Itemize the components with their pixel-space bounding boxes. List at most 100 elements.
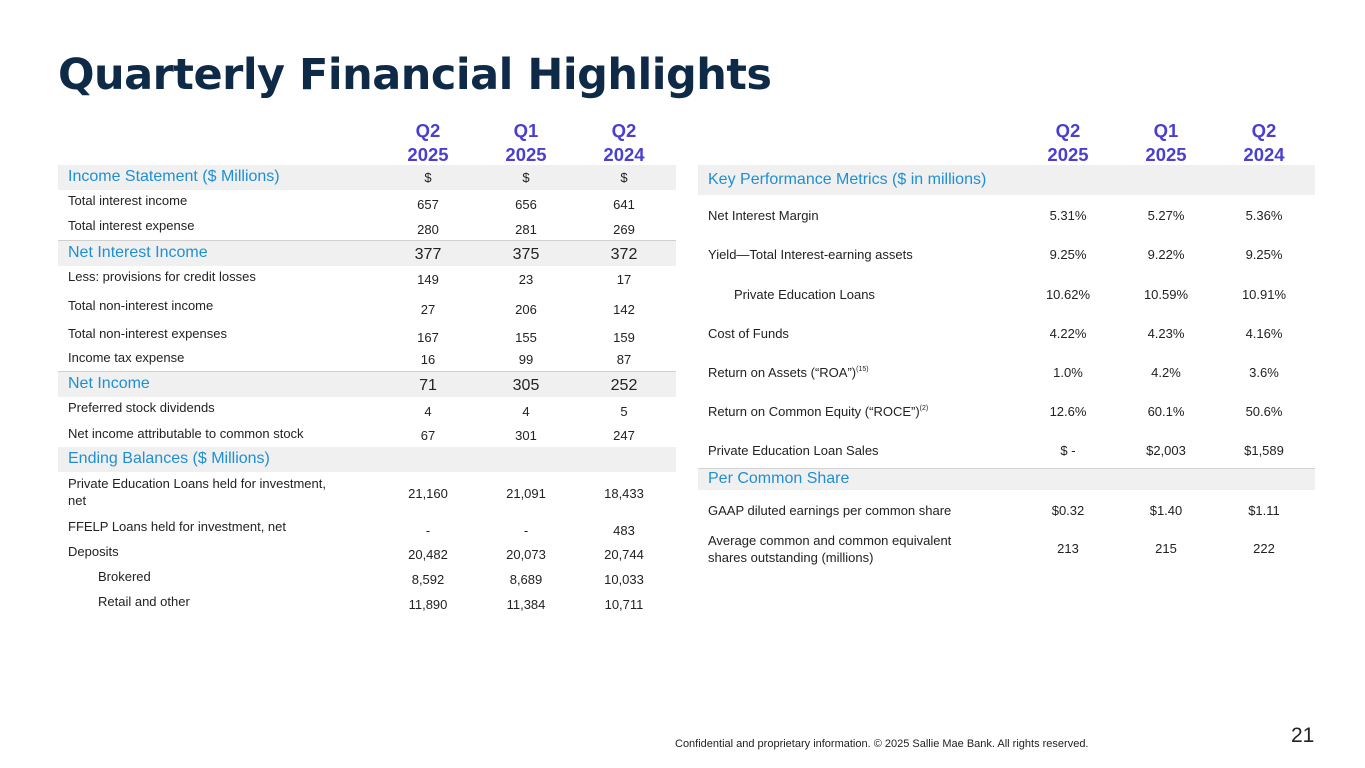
table-cell-value: 12.6% xyxy=(1049,404,1087,419)
row-label: Private Education Loan Sales xyxy=(708,443,879,458)
table-cell-value: $ - xyxy=(1060,443,1076,458)
table-cell-value: 20,073 xyxy=(506,547,546,562)
table-cell-value: 657 xyxy=(417,197,439,212)
row-label: Total non-interest income xyxy=(68,298,214,313)
table-row: Private Education Loan Sales $ - $2,003 … xyxy=(698,431,1315,469)
table-row: Total interest expense 280 281 269 xyxy=(58,215,676,240)
table-cell-value: 71 xyxy=(419,377,437,394)
table-cell-value: 301 xyxy=(515,428,537,443)
table-cell-value: 8,689 xyxy=(509,572,543,587)
left-financial-table: Q2 2025 Q1 2025 Q2 2024 Income Statement ($… xyxy=(58,117,676,617)
table-cell-value: 4.2% xyxy=(1151,365,1181,380)
table-cell-value: 11,890 xyxy=(408,597,448,612)
table-cell-value: 20,744 xyxy=(604,547,644,562)
row-label: Return on Assets (“ROA”)(15) xyxy=(708,365,869,380)
table-cell-value: 99 xyxy=(518,352,534,367)
row-label: GAAP diluted earnings per common share xyxy=(708,503,952,518)
table-row: GAAP diluted earnings per common share $… xyxy=(698,490,1315,530)
table-cell-value: 60.1% xyxy=(1147,404,1185,419)
table-row: FFELP Loans held for investment, net - -… xyxy=(58,518,676,542)
row-label: Private Education Loans held for investm… xyxy=(68,476,326,508)
row-label: Yield—Total Interest-earning assets xyxy=(708,247,913,262)
table-row: Cost of Funds 4.22% 4.23% 4.16% xyxy=(698,313,1315,352)
table-cell-value: 10.62% xyxy=(1045,287,1091,302)
table-cell-value: 4.16% xyxy=(1245,326,1283,341)
table-cell-value: 10.59% xyxy=(1143,287,1189,302)
table-row: Net income attributable to common stock … xyxy=(58,423,676,447)
confidentiality-footer: Confidential and proprietary information… xyxy=(675,738,1089,750)
table-cell-value: 11,384 xyxy=(506,597,546,612)
table-cell-value: 5.27% xyxy=(1147,208,1185,223)
table-row: Total non-interest expenses 167 155 159 xyxy=(58,323,676,347)
table-cell-value: 280 xyxy=(417,222,439,237)
column-header: Q2 2024 xyxy=(1243,120,1285,165)
table-cell-value: 21,160 xyxy=(408,486,448,501)
table-cell-value: 149 xyxy=(417,272,439,287)
table-cell-value: 4.23% xyxy=(1147,326,1185,341)
table-cell-value: $1.11 xyxy=(1248,503,1280,518)
section-key-performance-metrics: Key Performance Metrics ($ in millions) xyxy=(698,165,1315,195)
table-cell-value: 23 xyxy=(518,272,534,287)
section-ending-balances: Ending Balances ($ Millions) xyxy=(58,447,676,472)
table-row: Private Education Loans 10.62% 10.59% 10… xyxy=(698,274,1315,313)
table-cell-value: $2,003 xyxy=(1146,443,1186,458)
table-cell-value: 305 xyxy=(512,377,540,394)
row-label: Average common and common equivalent shar… xyxy=(708,533,952,565)
table-cell-value: 9.25% xyxy=(1049,247,1087,262)
table-row: Net Interest Margin 5.31% 5.27% 5.36% xyxy=(698,195,1315,234)
section-income-statement: Income Statement ($ Millions) $ $ $ xyxy=(58,165,676,190)
table-cell-value: 9.22% xyxy=(1147,247,1185,262)
table-cell-value: 206 xyxy=(515,302,537,317)
row-label: Per Common Share xyxy=(708,470,850,487)
table-cell-value: 10,711 xyxy=(604,597,644,612)
row-label: Income Statement ($ Millions) xyxy=(68,168,280,185)
table-cell-value: 252 xyxy=(610,377,638,394)
table-cell-value: $ xyxy=(522,170,530,185)
table-cell-value: 215 xyxy=(1155,541,1177,556)
table-cell-value: 641 xyxy=(613,197,635,212)
table-row: Private Education Loans held for investm… xyxy=(58,472,676,518)
table-cell-value: $ xyxy=(620,170,628,185)
column-header: Q2 2025 xyxy=(1047,120,1089,165)
row-label: Ending Balances ($ Millions) xyxy=(68,450,270,467)
table-cell-value: 656 xyxy=(515,197,537,212)
row-label: Deposits xyxy=(68,544,119,559)
row-label: Total interest expense xyxy=(68,218,195,233)
table-row: Total non-interest income 27 206 142 xyxy=(58,295,676,323)
row-label: Net income attributable to common stock xyxy=(68,426,304,441)
row-label: Total non-interest expenses xyxy=(68,326,227,341)
row-label: Net Interest Margin xyxy=(708,208,819,223)
table-cell-value: 50.6% xyxy=(1245,404,1283,419)
table-row: Preferred stock dividends 4 4 5 xyxy=(58,397,676,423)
table-cell-value: 142 xyxy=(613,302,635,317)
table-row: Brokered 8,592 8,689 10,033 xyxy=(58,567,676,592)
table-cell-value: 8,592 xyxy=(411,572,445,587)
row-label: Preferred stock dividends xyxy=(68,400,215,415)
table-cell-value: 20,482 xyxy=(408,547,448,562)
table-cell-value: 10.91% xyxy=(1241,287,1287,302)
column-header: Q2 2025 xyxy=(407,120,449,165)
row-label: Retail and other xyxy=(98,594,190,609)
table-cell-value: 16 xyxy=(420,352,436,367)
table-cell-value: 9.25% xyxy=(1245,247,1283,262)
table-cell-value: 4 xyxy=(522,404,530,419)
table-cell-value: $1,589 xyxy=(1244,443,1284,458)
left-column-headers: Q2 2025 Q1 2025 Q2 2024 xyxy=(58,117,676,165)
table-cell-value: 18,433 xyxy=(604,486,644,501)
right-column-headers: Q2 2025 Q1 2025 Q2 2024 xyxy=(698,117,1315,165)
page-title: Quarterly Financial Highlights xyxy=(58,50,772,100)
table-cell-value: 5.31% xyxy=(1049,208,1087,223)
table-row: Deposits 20,482 20,073 20,744 xyxy=(58,542,676,567)
table-cell-value: 222 xyxy=(1253,541,1275,556)
table-cell-value: 159 xyxy=(613,330,635,345)
row-label: Net Interest Income xyxy=(68,244,208,261)
row-label: Cost of Funds xyxy=(708,326,789,341)
table-cell-value: $0.32 xyxy=(1051,503,1085,518)
table-cell-value: - xyxy=(523,523,529,538)
row-label: Brokered xyxy=(98,569,151,584)
table-cell-value: 87 xyxy=(616,352,632,367)
section-net-interest-income: Net Interest Income 377 375 372 xyxy=(58,240,676,266)
section-net-income: Net Income 71 305 252 xyxy=(58,371,676,397)
table-cell-value: 67 xyxy=(420,428,436,443)
row-label: Total interest income xyxy=(68,193,188,208)
